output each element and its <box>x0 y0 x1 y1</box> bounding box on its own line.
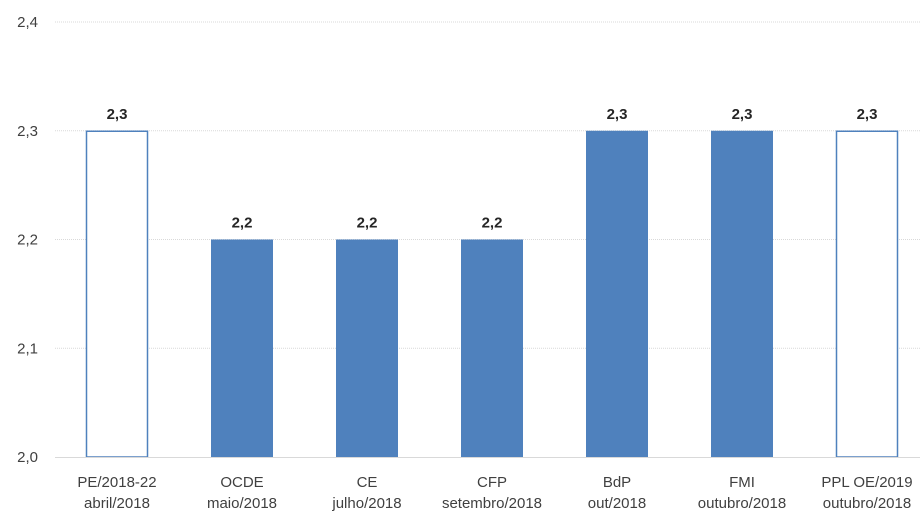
bars <box>85 130 899 458</box>
x-tick-label: PE/2018-22 <box>77 474 156 491</box>
data-label: 2,2 <box>357 215 378 232</box>
data-label: 2,3 <box>107 106 128 123</box>
y-tick-label: 2,1 <box>17 340 38 357</box>
data-label: 2,3 <box>857 106 878 123</box>
x-tick-label: maio/2018 <box>207 495 277 512</box>
data-label: 2,3 <box>732 106 753 123</box>
data-label: 2,2 <box>482 215 503 232</box>
y-tick-label: 2,4 <box>17 14 38 31</box>
bar <box>586 130 648 457</box>
x-tick-label: BdP <box>603 474 631 491</box>
y-axis: 2,0 2,1 2,2 2,3 2,4 <box>17 14 38 466</box>
x-tick-label: PPL OE/2019 <box>821 474 912 491</box>
x-tick-label: out/2018 <box>588 495 646 512</box>
x-tick-label: FMI <box>729 474 755 491</box>
x-tick-label: setembro/2018 <box>442 495 542 512</box>
x-tick-label: julho/2018 <box>331 495 401 512</box>
y-tick-label: 2,2 <box>17 232 38 249</box>
x-tick-label: outubro/2018 <box>823 495 911 512</box>
bar <box>211 239 273 457</box>
x-axis: PE/2018-22 abril/2018 OCDE maio/2018 CE julho… <box>55 457 920 512</box>
data-label: 2,3 <box>607 106 628 123</box>
x-tick-label: CE <box>357 474 378 491</box>
x-tick-label: abril/2018 <box>84 495 150 512</box>
x-tick-label: CFP <box>477 474 507 491</box>
data-labels: 2,3 2,2 2,2 2,2 2,3 2,3 2,3 <box>107 106 878 232</box>
y-tick-label: 2,3 <box>17 123 38 140</box>
bar <box>835 130 899 458</box>
bar <box>461 239 523 457</box>
bar <box>711 130 773 457</box>
y-tick-label: 2,0 <box>17 449 38 466</box>
bar <box>85 130 149 458</box>
data-label: 2,2 <box>232 215 253 232</box>
x-tick-label: outubro/2018 <box>698 495 786 512</box>
x-tick-label: OCDE <box>220 474 263 491</box>
bar <box>336 239 398 457</box>
